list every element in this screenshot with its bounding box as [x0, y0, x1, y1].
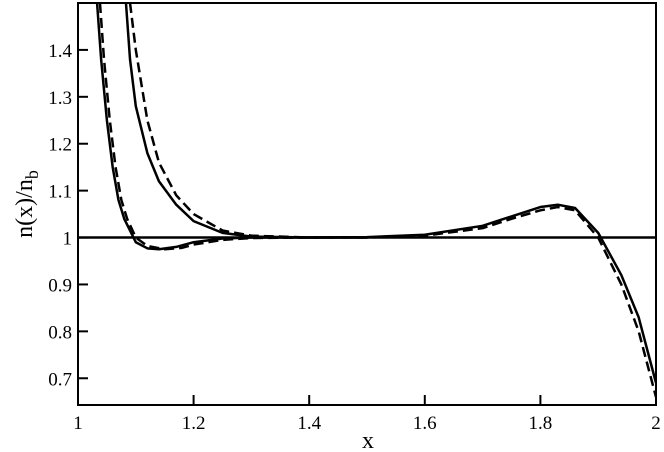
y-axis-label: n(x)/nb	[12, 170, 42, 238]
x-tick-label: 1.4	[297, 413, 321, 434]
x-tick-label: 1.2	[182, 413, 206, 434]
y-tick-label: 1.1	[48, 182, 72, 203]
y-label-main: n(x)/n	[12, 179, 38, 238]
y-tick-label: 0.8	[48, 322, 72, 343]
x-tick-label: 1	[73, 413, 83, 434]
y-tick-label: 1.2	[48, 135, 72, 156]
x-axis-label: x	[362, 428, 374, 452]
y-tick-label: 1.4	[48, 41, 72, 62]
data-line	[128, 3, 367, 239]
data-line	[95, 3, 656, 384]
x-tick-label: 1.6	[413, 413, 437, 434]
y-label-sub: b	[22, 170, 42, 179]
x-tick-label: 2	[651, 413, 661, 434]
plot-area	[78, 3, 656, 398]
plot-frame	[77, 2, 657, 406]
y-tick-label: 1.3	[48, 88, 72, 109]
data-line	[98, 3, 656, 398]
y-tick-label: 0.9	[48, 275, 72, 296]
y-tick-label: 1	[63, 229, 73, 250]
data-line	[124, 3, 367, 239]
x-tick-label: 1.8	[529, 413, 553, 434]
y-tick-label: 0.7	[48, 369, 72, 390]
